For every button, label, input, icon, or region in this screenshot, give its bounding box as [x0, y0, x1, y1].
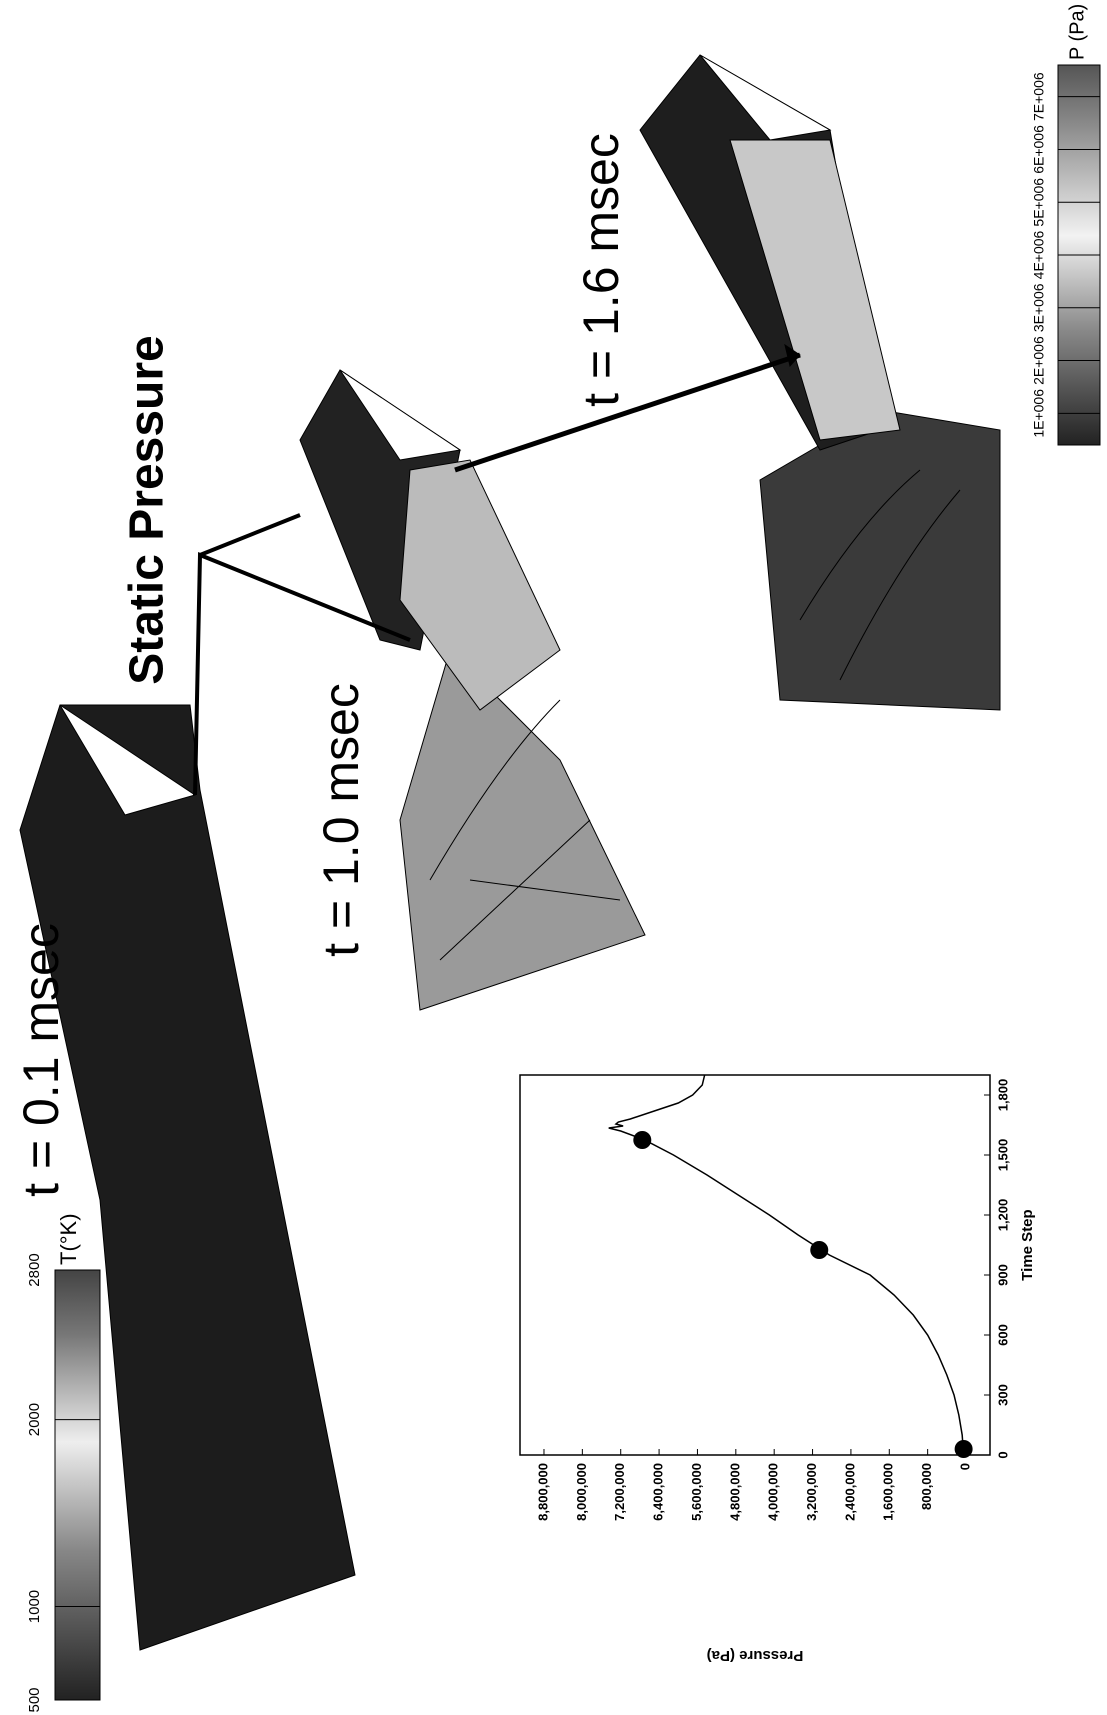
- y-tick-label: 800,000: [919, 1463, 934, 1510]
- colorbar-tick-label: 2000: [26, 1403, 43, 1436]
- colorbar-tick-label: 6E+006: [1031, 125, 1047, 174]
- y-tick-label: 8,800,000: [535, 1463, 550, 1521]
- colorbar-tick-label: 500: [26, 1687, 43, 1712]
- y-tick-label: 8,000,000: [574, 1463, 589, 1521]
- colorbar-tick-label: 1000: [26, 1590, 43, 1623]
- colorbar-title: T(°K): [56, 1213, 81, 1265]
- y-tick-label: 2,400,000: [842, 1463, 857, 1521]
- x-tick-label: 1,200: [995, 1199, 1010, 1232]
- colorbar-tick-label: 7E+006: [1031, 72, 1047, 121]
- x-tick-label: 1,500: [995, 1139, 1010, 1172]
- y-tick-label: 0: [957, 1463, 972, 1470]
- colorbar-tick-label: 5E+006: [1031, 178, 1047, 227]
- marker: [955, 1440, 973, 1458]
- colorbar-tick-label: 1E+006: [1031, 389, 1047, 438]
- colorbar-tick-label: 2E+006: [1031, 336, 1047, 385]
- y-tick-label: 6,400,000: [651, 1463, 666, 1521]
- x-tick-label: 300: [995, 1384, 1010, 1406]
- y-tick-label: 4,000,000: [766, 1463, 781, 1521]
- y-axis-title: Pressure (Pa): [707, 1647, 804, 1664]
- marker: [810, 1241, 828, 1259]
- y-tick-label: 3,200,000: [804, 1463, 819, 1521]
- line-series: [609, 1075, 964, 1455]
- render-t16: [640, 55, 1000, 710]
- y-tick-label: 7,200,000: [612, 1463, 627, 1521]
- x-tick-label: 600: [995, 1324, 1010, 1346]
- y-tick-label: 1,600,000: [881, 1463, 896, 1521]
- colorbar-tick-label: 2800: [26, 1253, 43, 1286]
- colorbar-title: P (Pa): [1066, 4, 1088, 60]
- figure-title: Static Pressure: [121, 335, 174, 685]
- figure: t = 0.1 msec t = 1.0 msec t = 1.6 msec S…: [0, 0, 1107, 1715]
- colorbar-tick-label: 4E+006: [1031, 230, 1047, 279]
- y-tick-label: 4,800,000: [727, 1463, 742, 1521]
- x-tick-label: 0: [995, 1451, 1010, 1458]
- plot-frame: [520, 1075, 990, 1455]
- y-tick-label: 5,600,000: [689, 1463, 704, 1521]
- colorbar-tick-label: 3E+006: [1031, 283, 1047, 332]
- x-axis-title: Time Step: [1019, 1209, 1036, 1280]
- temperature-colorbar: [55, 1270, 100, 1700]
- snapshot-label: t = 1.6 msec: [573, 133, 629, 407]
- marker: [633, 1131, 651, 1149]
- snapshot-label: t = 0.1 msec: [13, 923, 69, 1197]
- x-tick-label: 900: [995, 1264, 1010, 1286]
- snapshot-label: t = 1.0 msec: [313, 683, 369, 957]
- x-tick-label: 1,800: [995, 1079, 1010, 1112]
